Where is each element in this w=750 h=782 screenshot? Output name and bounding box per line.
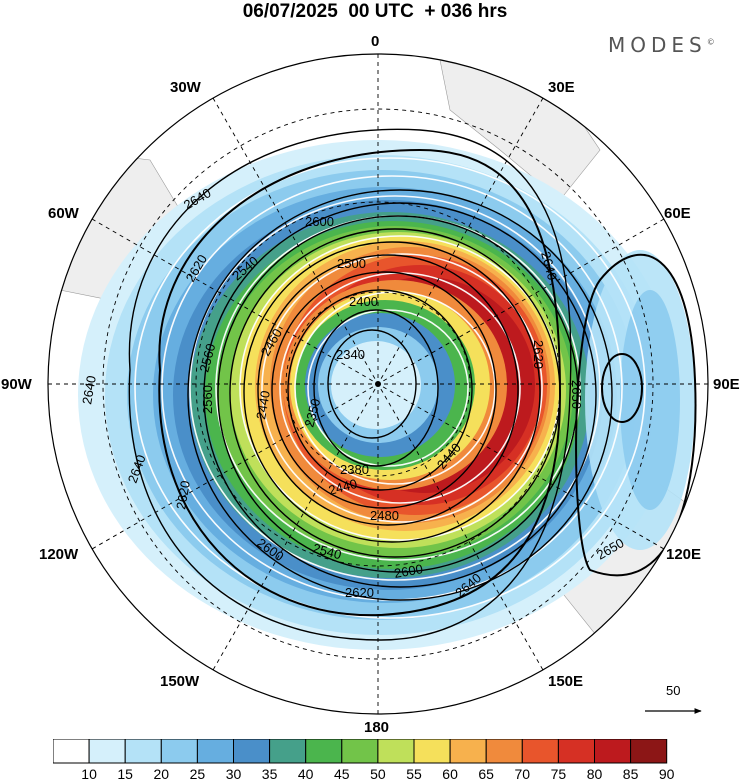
colorbar-tick-label: 10 [81, 766, 97, 782]
lon-label-150e: 150E [548, 673, 584, 690]
vector-reference-label: 50 [666, 683, 681, 698]
contour-label: 2400 [349, 294, 378, 309]
colorbar [53, 739, 668, 764]
colorbar-swatch [196, 739, 234, 764]
lon-label-120e: 120E [666, 546, 702, 563]
colorbar-tick-label: 85 [622, 766, 639, 782]
contour-label: 2440 [327, 476, 359, 498]
lon-label-90e: 90E [713, 376, 740, 393]
colorbar-swatch [485, 739, 523, 764]
colorbar-swatch [449, 739, 487, 764]
contour-label: 2480 [370, 508, 399, 523]
colorbar-swatch [160, 739, 198, 764]
colorbar-tick-label: 50 [370, 766, 386, 782]
colorbar-tick-label: 25 [189, 766, 206, 782]
colorbar-swatch [377, 739, 415, 764]
contour-label: 2620 [345, 585, 374, 600]
lon-label-30e: 30E [548, 79, 575, 96]
colorbar-tick-label: 40 [297, 766, 314, 782]
colorbar-tick-label: 60 [442, 766, 458, 782]
colorbar-swatch [124, 739, 162, 764]
contour-label: 2340 [336, 347, 365, 362]
lon-label-90w: 90W [1, 376, 32, 393]
colorbar-swatch [521, 739, 559, 764]
colorbar-swatch [413, 739, 451, 764]
colorbar-tick-label: 20 [153, 766, 170, 782]
map-boundary [47, 53, 709, 715]
colorbar-swatch [557, 739, 595, 764]
contour-label: 2540 [311, 540, 343, 562]
colorbar-tick-label: 70 [514, 766, 531, 782]
contour-label: 2440 [253, 389, 273, 420]
contour-label: 2640 [538, 250, 560, 282]
colorbar-swatch [88, 739, 126, 764]
contour-label: 2380 [340, 462, 369, 477]
colorbar-swatch [594, 739, 632, 764]
map-title: 06/07/2025 00 UTC + 036 hrs [242, 1, 508, 22]
lon-label-180: 180 [364, 719, 390, 736]
contour-label: 2600 [393, 561, 424, 581]
lon-label-150w: 150W [160, 673, 200, 690]
colorbar-tick-label: 65 [478, 766, 494, 782]
lon-label-60e: 60E [664, 205, 691, 222]
brand-logo: MODES© [608, 33, 715, 57]
colorbar-tick-label: 30 [225, 766, 242, 782]
lon-label-60w: 60W [48, 205, 79, 222]
colorbar-swatch [53, 739, 90, 764]
colorbar-swatch [233, 739, 271, 764]
colorbar-tick-label: 15 [117, 766, 133, 782]
colorbar-tick-label: 80 [586, 766, 603, 782]
colorbar-swatch [269, 739, 307, 764]
colorbar-tick-label: 90 [658, 766, 675, 782]
colorbar-swatch [341, 739, 379, 764]
lon-label-120w: 120W [39, 546, 79, 563]
wind-speed-field [48, 54, 708, 714]
contour-label: 2500 [337, 256, 366, 271]
lon-label-30w: 30W [170, 79, 201, 96]
colorbar-swatch [630, 739, 668, 764]
colorbar-tick-label: 55 [406, 766, 422, 782]
colorbar-tick-label: 35 [261, 766, 278, 782]
arrow-right-icon [645, 708, 702, 714]
contour-label: 2640 [79, 374, 99, 405]
contour-label: 2600 [305, 214, 334, 229]
contour-label: 2560 [196, 342, 218, 374]
lon-label-0: 0 [371, 33, 380, 50]
contour-label: 2620 [531, 340, 546, 369]
contour-label: 2650 [569, 380, 584, 409]
colorbar-swatch [305, 739, 343, 764]
south-pole-marker [375, 381, 381, 387]
contour-label: 2560 [200, 385, 215, 414]
contour-label: 2620 [173, 479, 193, 510]
contour-label: 2350 [301, 397, 323, 429]
polar-map[interactable]: 2340 2350 2380 2400 2440 2440 2440 2460 … [0, 0, 750, 740]
colorbar-tick-label: 75 [550, 766, 567, 782]
colorbar-tick-label: 45 [334, 766, 350, 782]
